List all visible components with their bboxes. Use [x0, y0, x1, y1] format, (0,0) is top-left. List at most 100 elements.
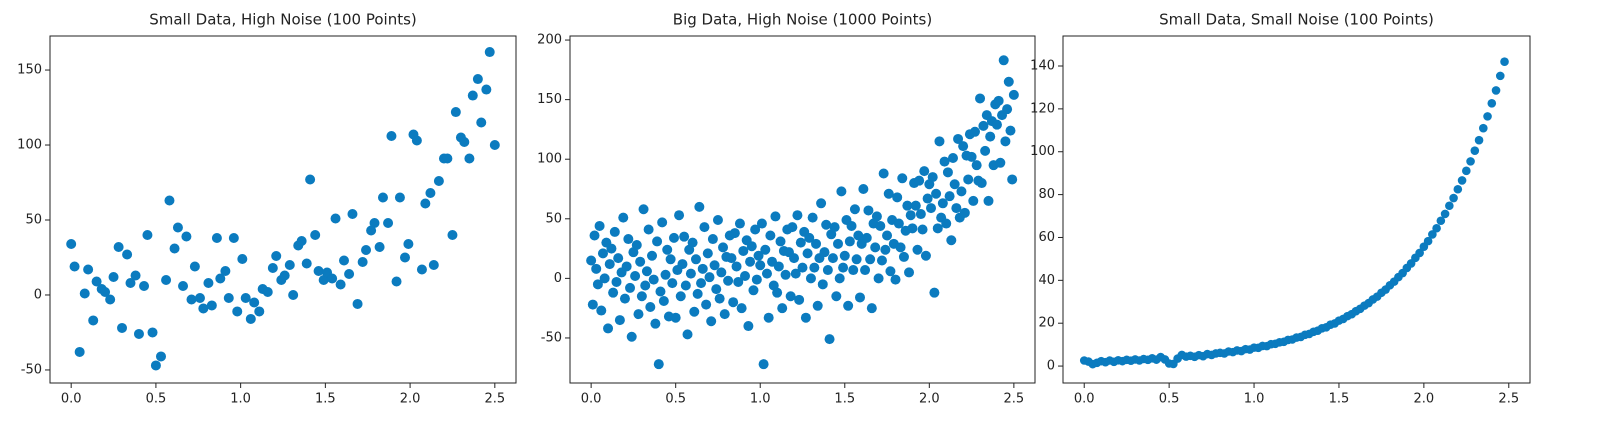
point — [949, 179, 960, 190]
point — [866, 303, 877, 314]
point — [606, 243, 617, 254]
point — [849, 204, 860, 215]
subplot-title: Small Data, Small Noise (100 Points) — [1159, 11, 1434, 29]
point — [464, 153, 475, 164]
point — [428, 259, 439, 270]
point — [613, 253, 624, 264]
point — [682, 329, 693, 340]
point — [760, 244, 771, 255]
point — [728, 297, 739, 308]
point — [1005, 125, 1016, 136]
point — [122, 249, 133, 260]
point — [819, 247, 830, 258]
point — [369, 217, 380, 228]
point — [608, 287, 619, 298]
point — [658, 296, 669, 307]
point — [1453, 184, 1463, 194]
point — [751, 274, 762, 285]
point — [807, 212, 818, 223]
point — [83, 264, 94, 275]
point — [910, 200, 921, 211]
point — [816, 198, 827, 209]
point — [386, 131, 397, 142]
point — [865, 254, 876, 265]
point — [619, 293, 630, 304]
point — [206, 300, 217, 311]
point — [878, 168, 889, 179]
point — [147, 327, 158, 338]
point — [733, 276, 744, 287]
point — [279, 270, 290, 281]
point — [821, 219, 832, 230]
point — [1423, 236, 1433, 246]
point — [983, 195, 994, 206]
point — [701, 299, 712, 310]
point — [262, 286, 273, 297]
point — [237, 253, 248, 264]
point — [609, 226, 620, 237]
point — [194, 292, 205, 303]
point — [834, 273, 845, 284]
point — [391, 276, 402, 287]
point — [621, 261, 632, 272]
axes-frame — [569, 35, 1036, 384]
point — [1415, 248, 1424, 258]
point — [709, 260, 720, 271]
point — [1470, 146, 1480, 155]
point — [802, 248, 813, 259]
point — [91, 276, 102, 287]
point — [761, 268, 772, 279]
point — [108, 271, 119, 282]
point — [1445, 201, 1454, 211]
point — [890, 274, 901, 285]
point — [636, 291, 647, 302]
point — [692, 288, 703, 299]
point — [976, 178, 987, 189]
point — [459, 137, 470, 148]
point — [670, 312, 681, 323]
point — [824, 334, 835, 345]
point — [310, 229, 321, 240]
point — [689, 306, 700, 317]
point — [937, 198, 948, 209]
point — [929, 287, 940, 298]
point — [142, 229, 153, 240]
point — [941, 218, 952, 229]
y-tick-label: -50 — [21, 362, 42, 377]
y-tick-label: 0 — [554, 271, 562, 286]
point — [447, 229, 458, 240]
point — [795, 237, 806, 248]
point — [738, 245, 749, 256]
point — [773, 261, 784, 272]
point — [203, 277, 214, 288]
point — [228, 232, 239, 243]
point — [731, 261, 742, 272]
point — [377, 192, 388, 203]
subplot: Big Data, High Noise (1000 Points) 0.0 0.5… — [537, 11, 1036, 407]
x-tick-label: 2.5 — [484, 392, 505, 407]
point — [1500, 57, 1509, 67]
point — [946, 235, 957, 246]
point — [677, 259, 688, 270]
point — [1428, 230, 1437, 239]
point — [232, 306, 243, 317]
point — [882, 230, 893, 241]
point — [284, 259, 295, 270]
point — [746, 241, 757, 252]
x-tick-label: 1.5 — [315, 392, 336, 407]
point — [271, 250, 282, 261]
point — [586, 255, 597, 266]
point — [1440, 209, 1450, 219]
point — [790, 268, 801, 279]
point — [1495, 71, 1505, 81]
point — [876, 255, 887, 266]
point — [917, 224, 928, 235]
point — [591, 263, 602, 274]
point — [969, 126, 980, 137]
x-tick-label: 1.0 — [750, 392, 771, 407]
point — [113, 241, 124, 252]
point — [875, 220, 886, 231]
point — [915, 209, 926, 220]
point — [729, 228, 740, 239]
